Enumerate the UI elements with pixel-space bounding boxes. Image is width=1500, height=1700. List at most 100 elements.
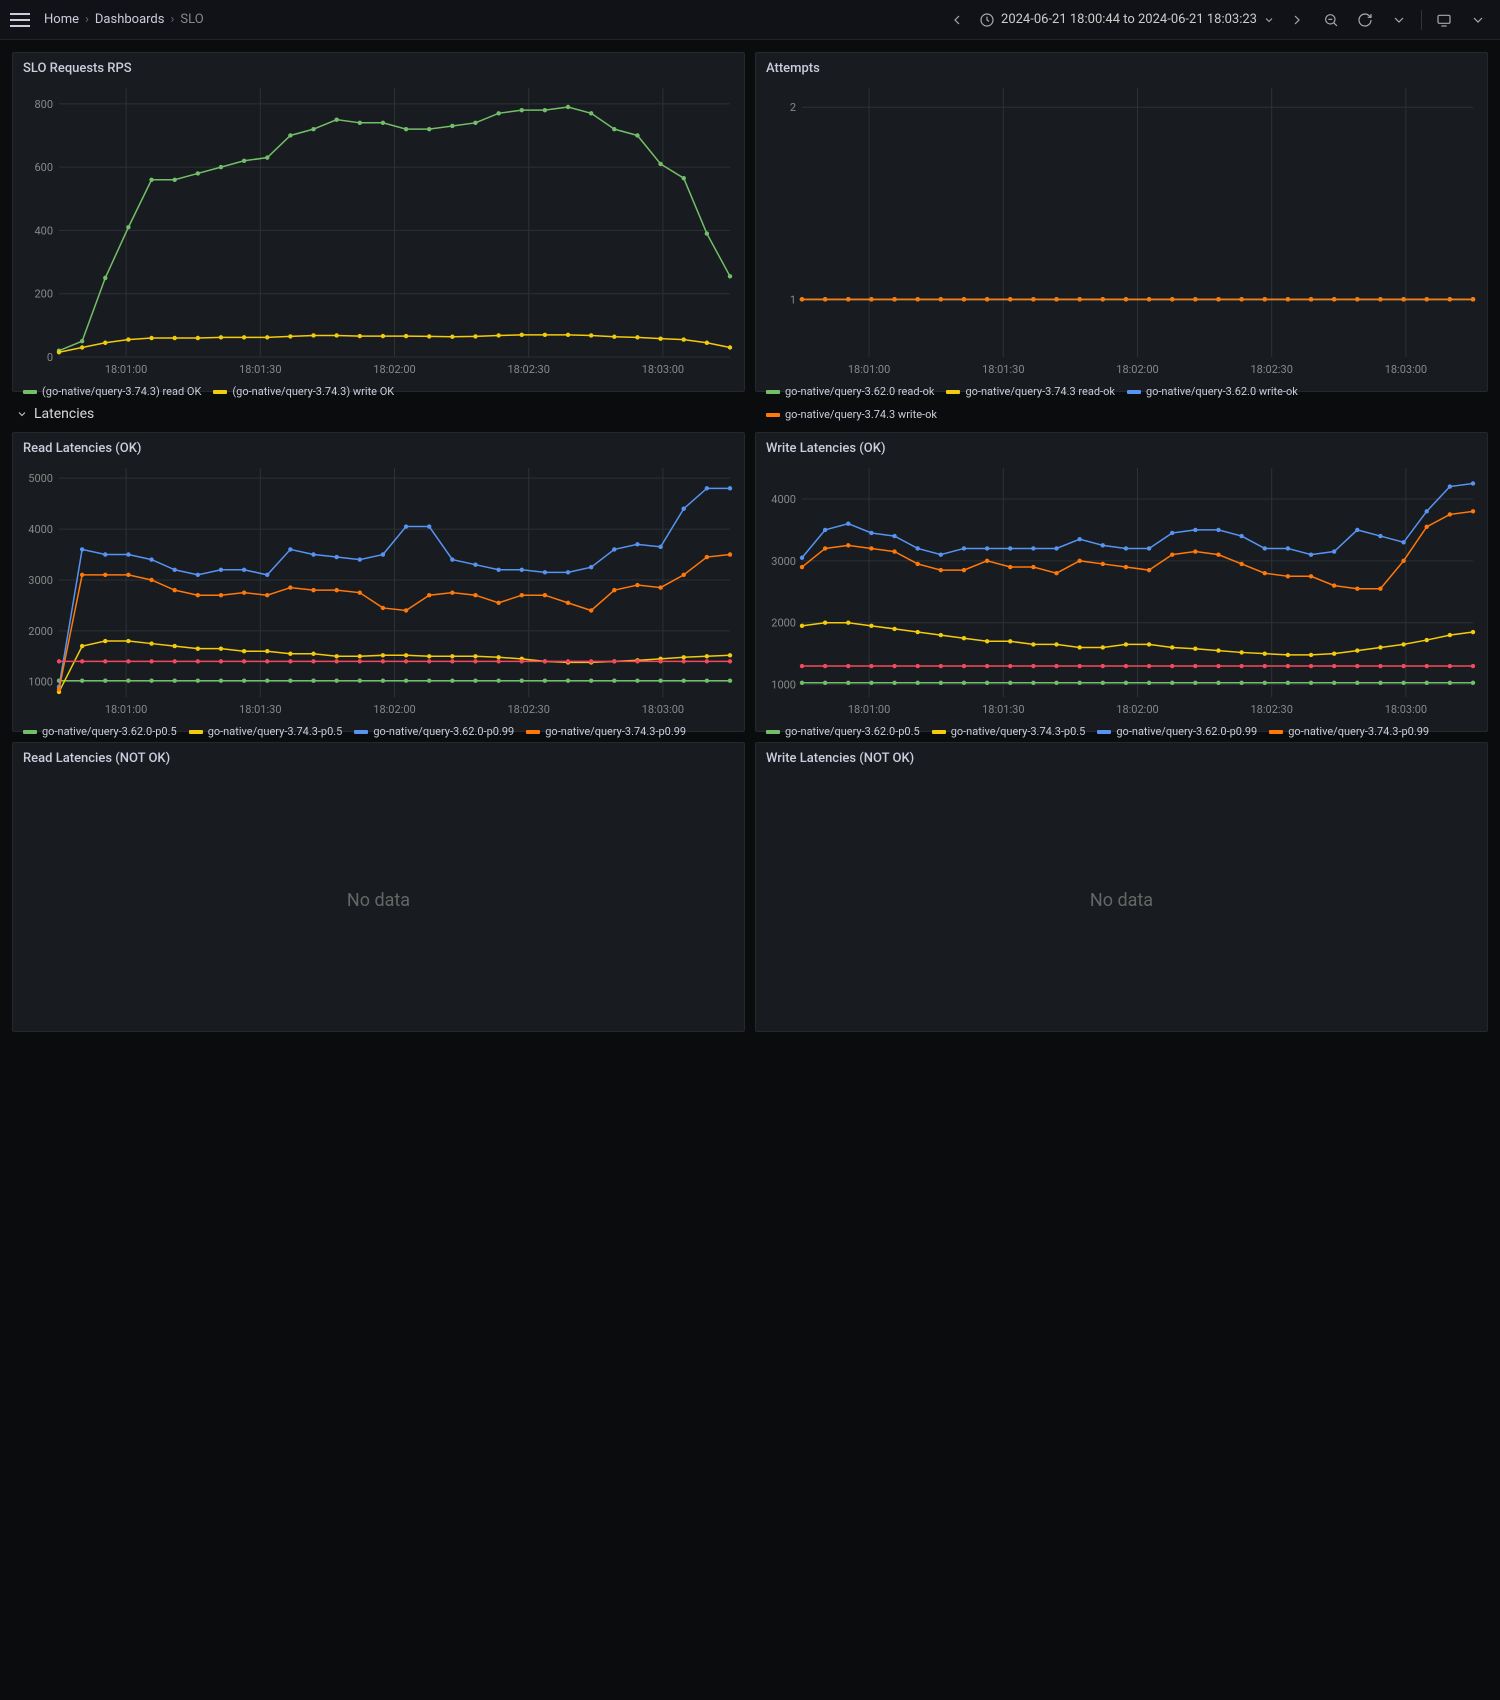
svg-text:18:01:30: 18:01:30 <box>239 703 281 716</box>
legend-item[interactable]: (go-native/query-3.74.3) read OK <box>23 385 201 398</box>
panel-write-latencies-ok[interactable]: Write Latencies (OK) 100020003000400018:… <box>755 432 1488 732</box>
chart-area: 100020003000400018:01:0018:01:3018:02:00… <box>756 460 1487 721</box>
legend-swatch <box>932 730 946 734</box>
refresh-button[interactable] <box>1353 8 1377 32</box>
more-button[interactable] <box>1466 8 1490 32</box>
svg-text:1: 1 <box>790 293 796 306</box>
legend-item[interactable]: (go-native/query-3.74.3) write OK <box>213 385 394 398</box>
no-data-label: No data <box>13 770 744 1031</box>
svg-text:4000: 4000 <box>28 523 53 536</box>
section-title: Latencies <box>34 406 94 422</box>
timerange-picker[interactable]: 2024-06-21 18:00:44 to 2024-06-21 18:03:… <box>979 12 1275 28</box>
no-data-label: No data <box>756 770 1487 1031</box>
section-latencies-toggle[interactable]: Latencies <box>12 402 1488 422</box>
svg-text:18:03:00: 18:03:00 <box>642 363 684 376</box>
legend-label: go-native/query-3.62.0-p0.5 <box>42 725 177 738</box>
legend-swatch <box>1269 730 1283 734</box>
svg-text:1000: 1000 <box>28 676 53 689</box>
svg-text:3000: 3000 <box>771 555 796 568</box>
legend-label: go-native/query-3.74.3-p0.5 <box>208 725 343 738</box>
svg-text:5000: 5000 <box>28 472 53 485</box>
chart-area: 020040060080018:01:0018:01:3018:02:0018:… <box>13 80 744 381</box>
panel-title: Write Latencies (OK) <box>756 433 1487 460</box>
topbar: Home › Dashboards › SLO 2024-06-21 18:00… <box>0 0 1500 40</box>
dashboard-content: SLO Requests RPS 0 200 400 600 800 18:01:00 18… <box>0 40 1500 1044</box>
time-next-button[interactable] <box>1285 8 1309 32</box>
legend-label: go-native/query-3.74.3 read-ok <box>965 385 1114 398</box>
panel-read-latencies-notok[interactable]: Read Latencies (NOT OK) No data <box>12 742 745 1032</box>
legend-swatch <box>23 390 37 394</box>
menu-toggle[interactable] <box>10 13 30 27</box>
svg-text:18:02:00: 18:02:00 <box>1116 703 1158 716</box>
legend-item[interactable]: go-native/query-3.62.0 write-ok <box>1127 385 1298 398</box>
legend-swatch <box>766 390 780 394</box>
legend-label: go-native/query-3.62.0 write-ok <box>1146 385 1298 398</box>
svg-text:2000: 2000 <box>771 617 796 630</box>
legend-label: go-native/query-3.74.3-p0.99 <box>1288 725 1429 738</box>
panel-title: Read Latencies (NOT OK) <box>13 743 744 770</box>
svg-text:18:01:00: 18:01:00 <box>848 363 890 376</box>
panel-attempts[interactable]: Attempts 1218:01:0018:01:3018:02:0018:02… <box>755 52 1488 392</box>
legend-label: go-native/query-3.74.3-p0.99 <box>545 725 686 738</box>
svg-text:400: 400 <box>34 224 53 237</box>
legend-item[interactable]: go-native/query-3.74.3 read-ok <box>946 385 1114 398</box>
chart-area: 1000200030004000500018:01:0018:01:3018:0… <box>13 460 744 721</box>
legend-label: go-native/query-3.62.0 read-ok <box>785 385 934 398</box>
svg-text:18:01:30: 18:01:30 <box>239 363 281 376</box>
panel-slo-requests-rps[interactable]: SLO Requests RPS 0 200 400 600 800 18:01:00 18… <box>12 52 745 392</box>
refresh-interval-button[interactable] <box>1387 8 1411 32</box>
legend-swatch <box>1097 730 1111 734</box>
svg-text:18:03:00: 18:03:00 <box>642 703 684 716</box>
svg-text:18:02:30: 18:02:30 <box>1250 363 1292 376</box>
svg-text:18:01:00: 18:01:00 <box>105 363 147 376</box>
topbar-left: Home › Dashboards › SLO <box>10 12 204 27</box>
legend-item[interactable]: go-native/query-3.62.0-p0.99 <box>1097 725 1257 738</box>
breadcrumb: Home › Dashboards › SLO <box>44 12 204 27</box>
panel-title: SLO Requests RPS <box>13 53 744 80</box>
panel-title: Attempts <box>756 53 1487 80</box>
clock-icon <box>979 12 995 28</box>
legend-swatch <box>189 730 203 734</box>
legend-item[interactable]: go-native/query-3.62.0-p0.5 <box>23 725 177 738</box>
breadcrumb-home[interactable]: Home <box>44 12 79 27</box>
breadcrumb-dashboards[interactable]: Dashboards <box>95 12 165 27</box>
svg-text:18:01:30: 18:01:30 <box>982 363 1024 376</box>
time-prev-button[interactable] <box>945 8 969 32</box>
panel-title: Write Latencies (NOT OK) <box>756 743 1487 770</box>
zoom-out-button[interactable] <box>1319 8 1343 32</box>
svg-text:800: 800 <box>34 98 53 111</box>
svg-text:18:03:00: 18:03:00 <box>1385 363 1427 376</box>
svg-text:2000: 2000 <box>28 625 53 638</box>
legend-label: go-native/query-3.62.0-p0.99 <box>373 725 514 738</box>
breadcrumb-sep: › <box>170 12 174 27</box>
svg-text:2: 2 <box>790 101 796 114</box>
legend-swatch <box>766 730 780 734</box>
timerange-text: 2024-06-21 18:00:44 to 2024-06-21 18:03:… <box>1001 12 1257 27</box>
breadcrumb-current: SLO <box>180 12 203 27</box>
legend-swatch <box>23 730 37 734</box>
svg-text:600: 600 <box>34 161 53 174</box>
svg-text:18:02:30: 18:02:30 <box>507 363 549 376</box>
svg-text:3000: 3000 <box>28 574 53 587</box>
legend-item[interactable]: go-native/query-3.74.3-p0.99 <box>526 725 686 738</box>
legend-swatch <box>526 730 540 734</box>
separator <box>1421 10 1422 30</box>
panel-title: Read Latencies (OK) <box>13 433 744 460</box>
legend-item[interactable]: go-native/query-3.74.3-p0.5 <box>189 725 343 738</box>
legend-item[interactable]: go-native/query-3.74.3-p0.99 <box>1269 725 1429 738</box>
panel-write-latencies-notok[interactable]: Write Latencies (NOT OK) No data <box>755 742 1488 1032</box>
topbar-right: 2024-06-21 18:00:44 to 2024-06-21 18:03:… <box>945 8 1490 32</box>
panel-read-latencies-ok[interactable]: Read Latencies (OK) 1000 2000 3000 4000 5000… <box>12 432 745 732</box>
svg-text:200: 200 <box>34 288 53 301</box>
svg-text:18:03:00: 18:03:00 <box>1385 703 1427 716</box>
legend-item[interactable]: go-native/query-3.62.0 read-ok <box>766 385 934 398</box>
svg-text:0: 0 <box>47 351 53 364</box>
legend-item[interactable]: go-native/query-3.74.3-p0.5 <box>932 725 1086 738</box>
legend-item[interactable]: go-native/query-3.62.0-p0.99 <box>354 725 514 738</box>
legend-label: go-native/query-3.74.3-p0.5 <box>951 725 1086 738</box>
legend-swatch <box>213 390 227 394</box>
legend-label: go-native/query-3.62.0-p0.5 <box>785 725 920 738</box>
tv-mode-button[interactable] <box>1432 8 1456 32</box>
svg-text:1000: 1000 <box>771 679 796 692</box>
legend-item[interactable]: go-native/query-3.62.0-p0.5 <box>766 725 920 738</box>
